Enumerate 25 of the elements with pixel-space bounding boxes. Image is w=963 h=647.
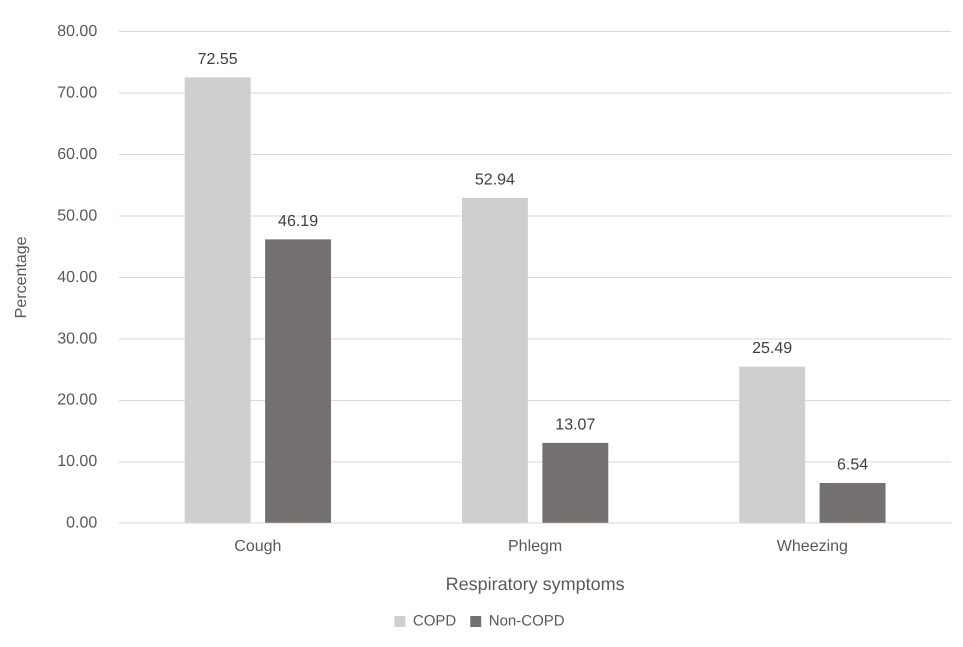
y-tick-label: 60.00: [57, 146, 98, 163]
y-axis-title: Percentage: [13, 236, 30, 318]
legend-label: Non-COPD: [488, 612, 565, 630]
y-tick-label: 0.00: [66, 514, 98, 532]
y-tick-label: 40.00: [57, 268, 98, 286]
y-tick-label: 50.00: [57, 207, 98, 224]
y-tick-label: 70.00: [57, 84, 98, 102]
legend-label: COPD: [412, 612, 456, 630]
y-tick-label: 20.00: [57, 392, 98, 409]
bar: [542, 442, 608, 523]
x-tick-label: Cough: [234, 538, 282, 556]
y-tick-label: 30.00: [57, 330, 98, 348]
data-label: 72.55: [198, 50, 238, 68]
data-label: 13.07: [555, 416, 596, 434]
data-label: 52.94: [474, 171, 516, 188]
x-tick-label: Wheezing: [776, 538, 848, 556]
x-tick-label: Phlegm: [508, 538, 562, 556]
data-label: 46.19: [278, 212, 318, 230]
data-label: 6.54: [837, 456, 868, 474]
data-label: 25.49: [752, 340, 792, 357]
bar: [820, 483, 886, 523]
bar: [265, 239, 332, 523]
x-axis-title: Respiratory symptoms: [446, 574, 625, 594]
y-tick-label: 10.00: [57, 453, 98, 470]
y-tick-label: 80.00: [57, 23, 98, 40]
